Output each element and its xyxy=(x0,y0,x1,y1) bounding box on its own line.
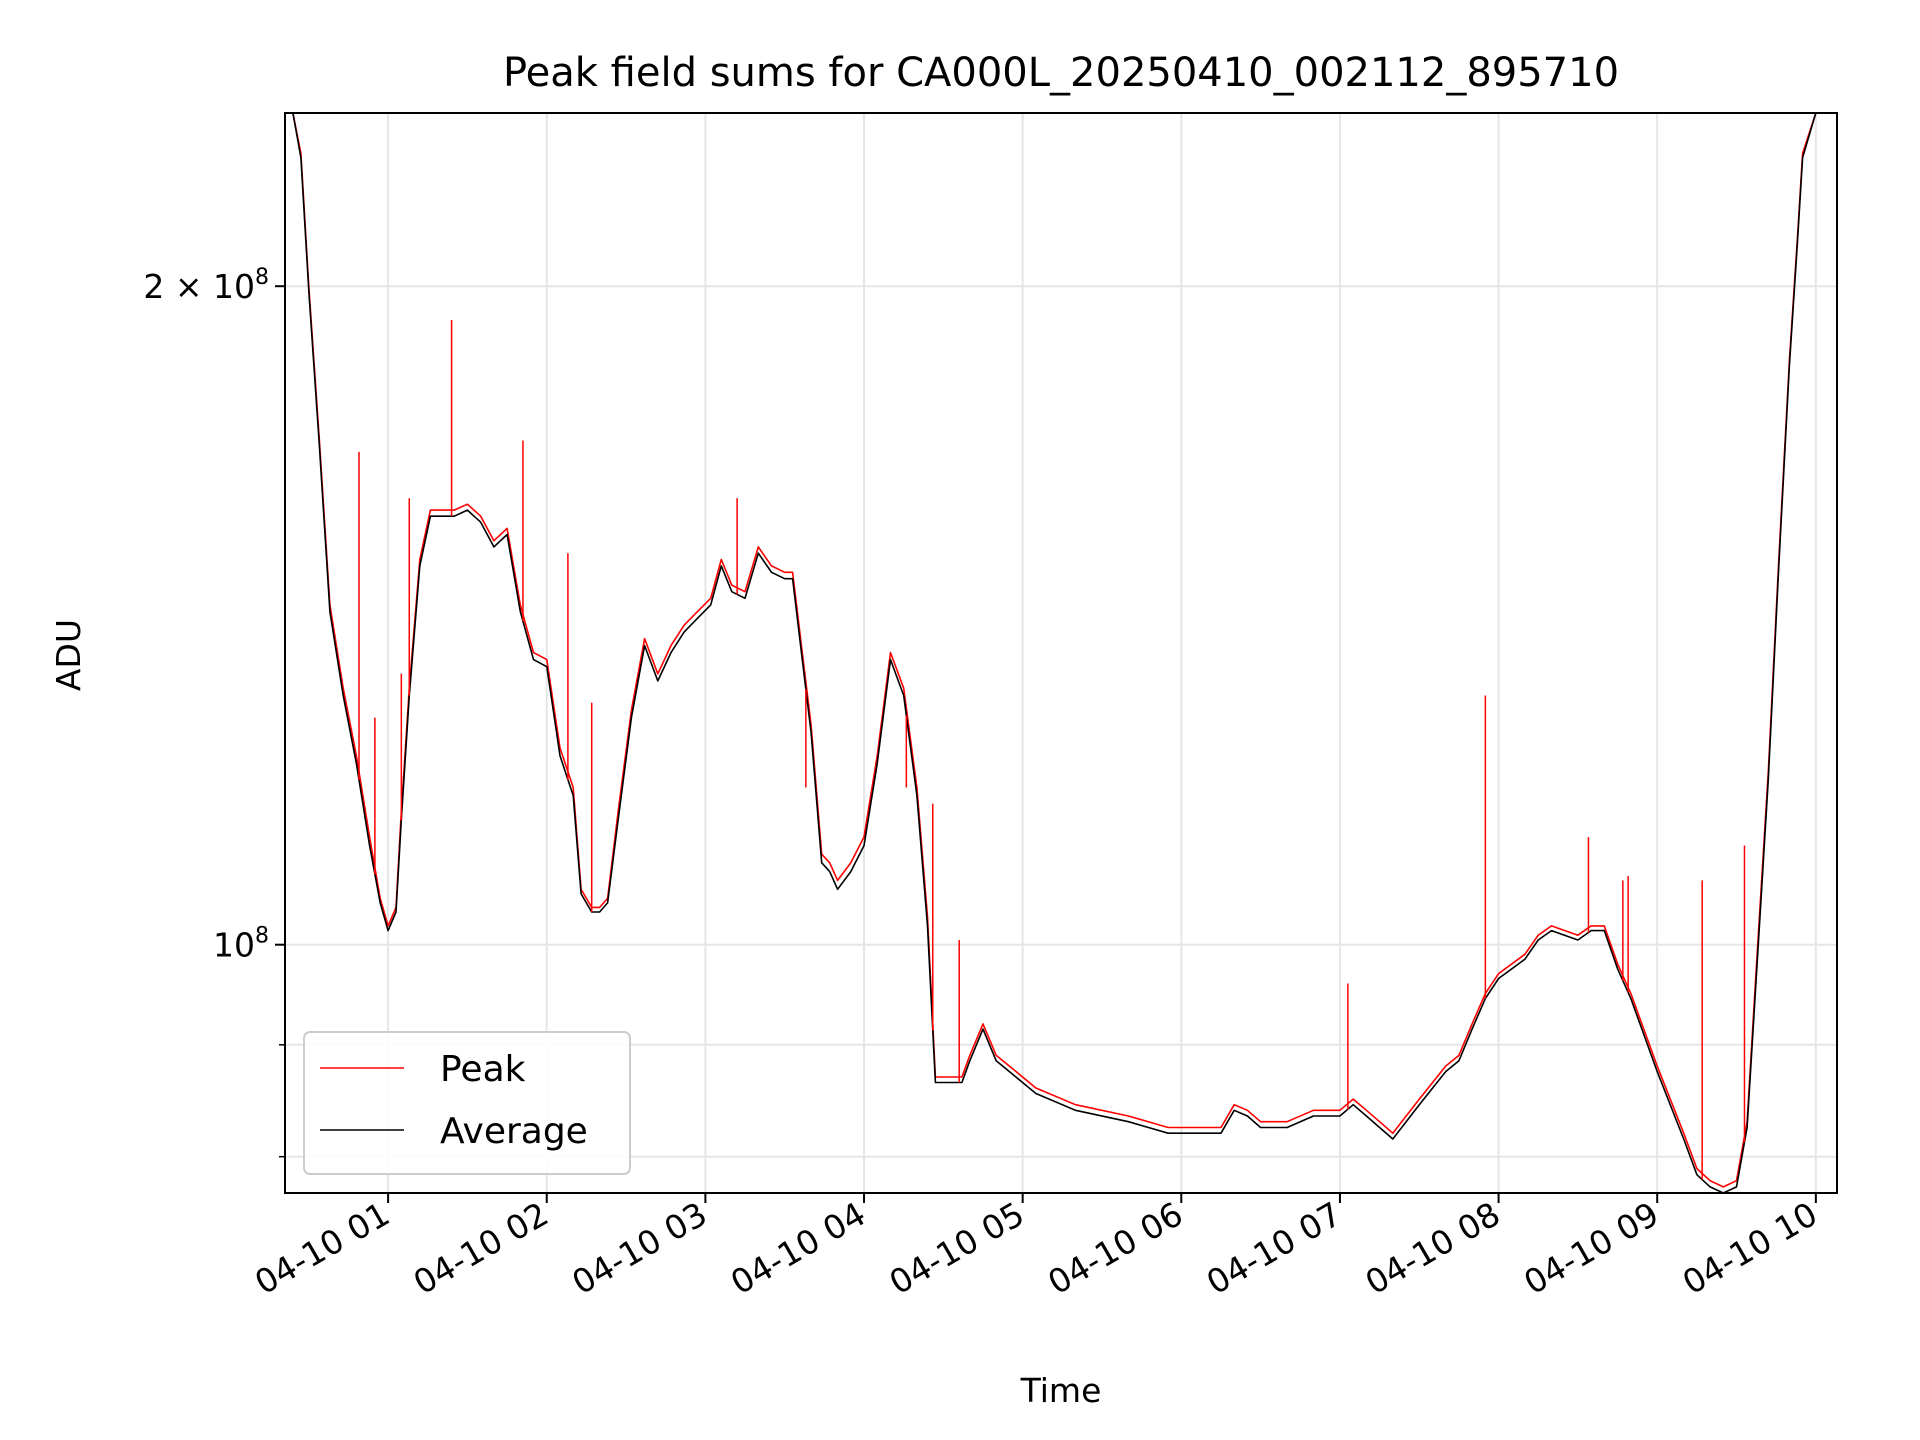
x-axis-label: Time xyxy=(1020,1371,1102,1410)
series-layer xyxy=(285,113,1817,1193)
legend-label-peak: Peak xyxy=(440,1049,526,1090)
x-tick-label: 04-10 08 xyxy=(1359,1194,1507,1302)
series-group xyxy=(285,113,1817,1193)
x-tick-label: 04-10 09 xyxy=(1517,1194,1665,1302)
chart-title: Peak field sums for CA000L_20250410_0021… xyxy=(503,50,1619,96)
x-tick-label: 04-10 10 xyxy=(1676,1194,1824,1302)
x-tick-label: 04-10 02 xyxy=(407,1194,555,1302)
x-tick-label: 04-10 04 xyxy=(724,1194,872,1302)
y-axis-label: ADU xyxy=(49,619,88,691)
x-tick-label: 04-10 01 xyxy=(248,1194,396,1302)
x-tick-label: 04-10 03 xyxy=(565,1194,713,1302)
x-axis: 04-10 01 04-10 02 04-10 03 04-10 04 04-10 05… xyxy=(248,1193,1824,1302)
plot-frame xyxy=(284,112,1838,1194)
x-tick-label: 04-10 06 xyxy=(1041,1194,1189,1302)
y-tick-label: 108 xyxy=(213,924,269,965)
y-axis: 2 × 108 108 xyxy=(143,265,285,1158)
x-tick-label: 04-10 07 xyxy=(1200,1194,1348,1302)
grid xyxy=(285,113,1837,1193)
series-line-peak xyxy=(285,113,1817,1188)
series-line-average xyxy=(285,113,1817,1193)
legend: Peak Average xyxy=(303,1031,631,1175)
y-tick-label: 2 × 108 xyxy=(143,265,269,306)
legend-label-average: Average xyxy=(440,1111,588,1152)
x-tick-label: 04-10 05 xyxy=(883,1194,1031,1302)
